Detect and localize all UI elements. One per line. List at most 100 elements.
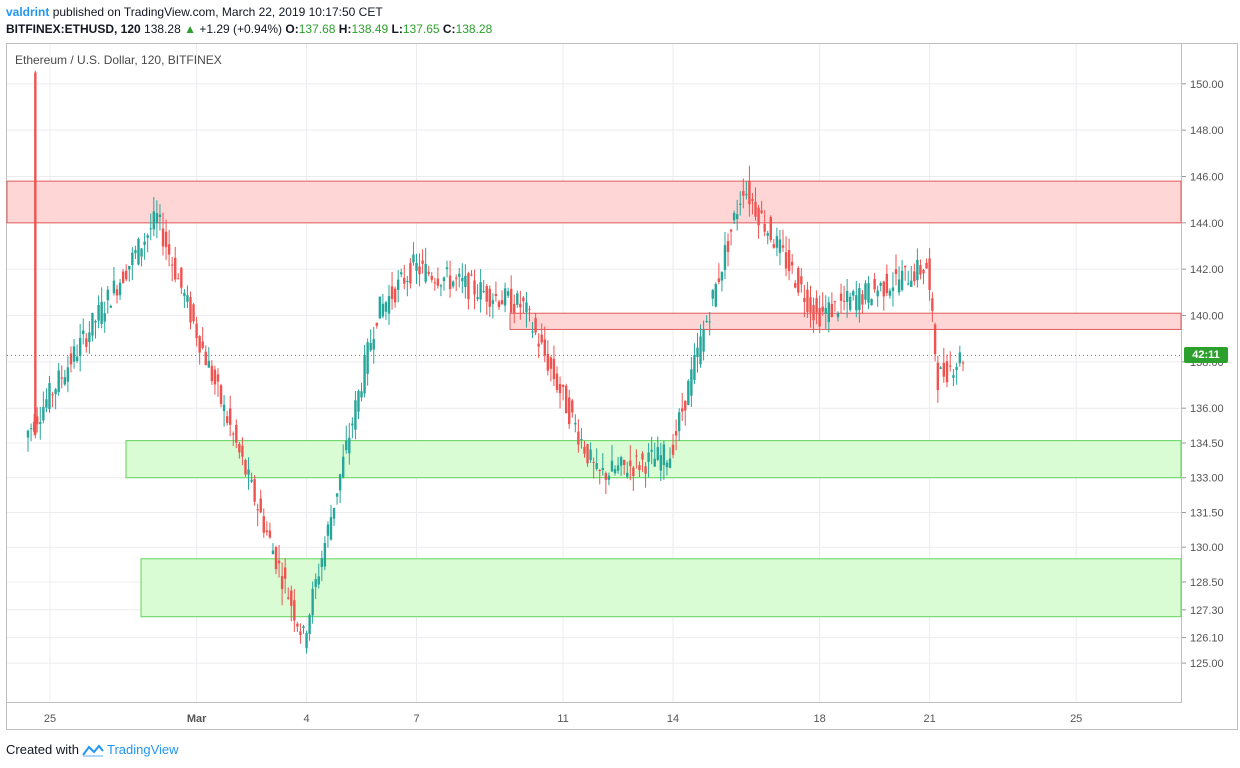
candle-body (204, 351, 207, 366)
candle-body (250, 479, 253, 482)
candle-body (955, 366, 958, 370)
candle-body (100, 301, 103, 324)
time-tick-label: 25 (1070, 713, 1082, 725)
candle-body (51, 394, 54, 396)
candle-body (256, 509, 259, 511)
candle-body (45, 399, 48, 408)
candle-body (338, 474, 342, 491)
candle-body (54, 389, 57, 395)
candle-body (769, 216, 772, 240)
candle-body (326, 524, 330, 536)
candle-body (470, 274, 473, 276)
candle-body (201, 341, 204, 348)
candle-body (916, 259, 919, 281)
time-tick-label: 25 (44, 713, 56, 725)
candle-body (436, 278, 440, 286)
candle-body (616, 465, 620, 471)
candle-body (186, 295, 189, 302)
candle-body (348, 437, 351, 454)
candle-body (806, 289, 809, 312)
price-tick-label: 126.10 (1190, 633, 1224, 645)
candle-body (455, 277, 458, 279)
candle-body (351, 423, 354, 426)
candle-body (784, 252, 788, 269)
candle-body (622, 460, 626, 466)
candle-body (879, 283, 882, 286)
candle-body (735, 214, 739, 220)
candle-body (155, 213, 159, 224)
candle-body (644, 466, 647, 474)
candle-body (778, 239, 782, 253)
time-tick-label: 11 (557, 713, 568, 725)
candle-body (406, 280, 409, 282)
candle-body (641, 453, 644, 460)
candle-body (601, 467, 605, 470)
time-axis[interactable] (6, 703, 1238, 730)
candle-body (488, 288, 491, 307)
candle-body (345, 440, 348, 451)
price-axis[interactable] (1182, 43, 1238, 703)
chart-frame[interactable] (6, 43, 1182, 703)
candle-body (913, 271, 916, 282)
candle-body (665, 462, 669, 468)
candle-body (131, 252, 134, 266)
support-zone (125, 440, 1182, 479)
candle-body (189, 297, 192, 323)
candle-body (433, 282, 437, 284)
candle-body (537, 343, 540, 347)
candle-body (482, 291, 485, 293)
candle-body (790, 261, 794, 266)
candle-body (461, 277, 464, 282)
author-link[interactable]: valdrint (6, 5, 50, 19)
candle-body (888, 290, 892, 296)
candle-body (742, 191, 745, 196)
candle-body (39, 422, 42, 424)
open-value: 137.68 (298, 22, 336, 36)
price-tick-label: 150.00 (1190, 79, 1224, 91)
candle-body (858, 288, 861, 311)
candle-body (464, 275, 467, 288)
candle-body (88, 332, 91, 342)
candle-body (656, 447, 659, 460)
candle-body (729, 229, 733, 232)
candle-body (400, 272, 403, 275)
candle-body (610, 460, 614, 472)
candle-body (134, 250, 137, 254)
symbol-label: BITFINEX:ETHUSD, 120 (6, 22, 141, 36)
candle-body (910, 280, 913, 287)
candle-body (653, 458, 656, 467)
candle-body (781, 245, 785, 248)
candle-body (476, 297, 479, 300)
candle-body (311, 588, 314, 616)
candle-body (580, 439, 583, 441)
price-tick-label: 131.50 (1190, 507, 1224, 519)
candle-body (827, 302, 831, 323)
candle-body (262, 516, 265, 533)
candle-body (442, 277, 446, 282)
candle-body (797, 267, 800, 293)
candle-body (393, 288, 397, 303)
candle-body (949, 365, 952, 367)
candle-body (137, 238, 140, 265)
candle-body (757, 207, 760, 226)
candle-body (106, 289, 109, 301)
candle-body (207, 360, 211, 368)
candle-body (613, 469, 617, 474)
tradingview-link[interactable]: TradingView (106, 742, 179, 757)
candle-body (485, 286, 488, 302)
price-tick-label: 136.00 (1190, 403, 1224, 415)
candle-body (418, 266, 421, 275)
candle-body (690, 369, 693, 396)
candle-body (228, 408, 232, 425)
candle-body (72, 346, 76, 362)
candle-body (427, 272, 430, 274)
candle-body (491, 300, 495, 304)
candle-body (589, 449, 592, 461)
candle-body (32, 421, 36, 432)
candle-body (265, 530, 269, 533)
candle-body (592, 461, 595, 463)
candle-body (668, 458, 672, 468)
candle-body (354, 400, 357, 430)
candle-body (855, 295, 858, 311)
